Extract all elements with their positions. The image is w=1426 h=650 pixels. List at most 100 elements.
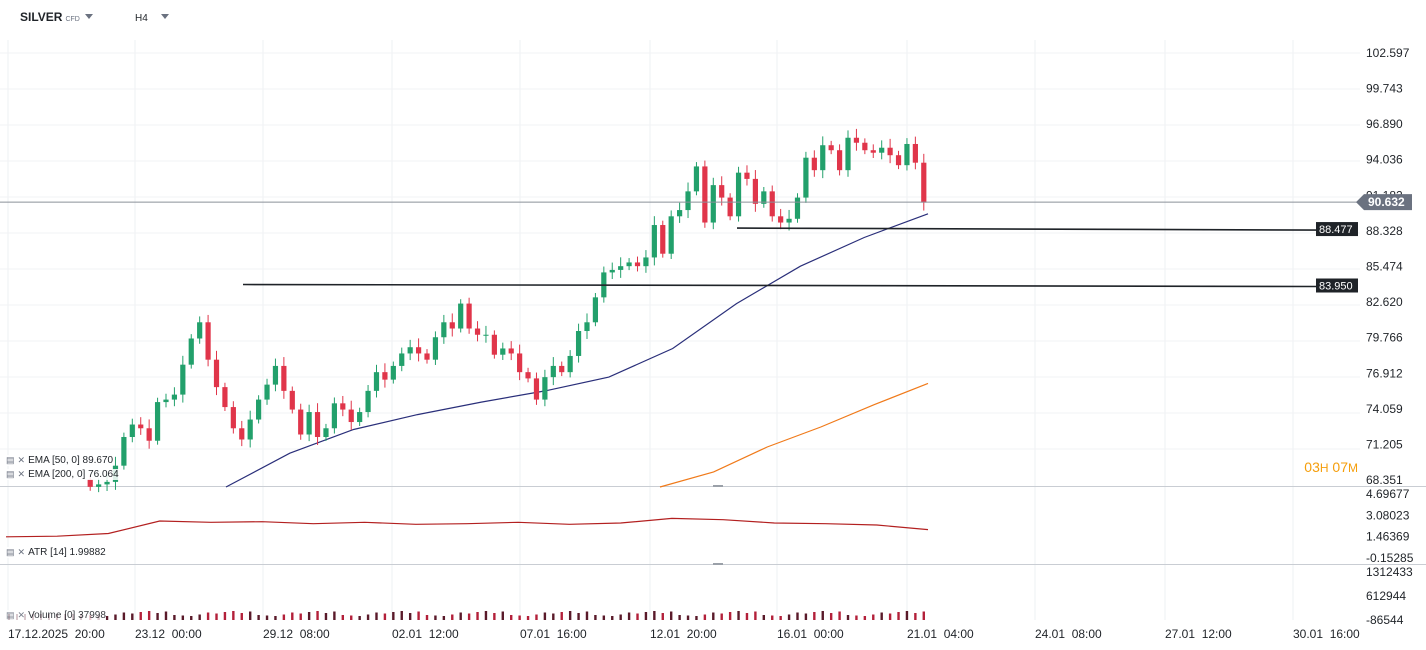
price-axis-label: 76.912: [1366, 366, 1403, 380]
volume-bar: [552, 613, 555, 620]
volume-bar: [922, 611, 925, 620]
time-axis-label: 07.01 16:00: [520, 627, 587, 641]
price-axis-label: 99.743: [1366, 82, 1403, 96]
volume-legend-text: Volume [0] 37998: [28, 610, 106, 621]
price-axis[interactable]: 102.59799.74396.89094.03691.18288.32885.…: [1366, 46, 1410, 487]
candle: [500, 342, 506, 360]
candle: [180, 355, 186, 403]
settings-icon[interactable]: ▤: [6, 455, 15, 465]
volume-bar: [417, 611, 420, 620]
price-axis-label: 79.766: [1366, 331, 1403, 345]
volume-bar: [131, 613, 134, 620]
volume-axis-label: 1312433: [1366, 565, 1413, 579]
settings-icon[interactable]: ▤: [6, 610, 15, 620]
candle: [256, 395, 262, 424]
price-axis-label: 71.205: [1366, 437, 1403, 451]
volume-bar: [375, 612, 378, 620]
volume-bar: [493, 613, 496, 620]
candle: [921, 153, 927, 211]
candle: [298, 403, 304, 440]
level-line-83.950[interactable]: [242, 283, 1317, 288]
volume-bar: [105, 616, 109, 620]
time-axis[interactable]: 17.12.2025 20:00 23.12 00:00 29.12 08:00 02…: [8, 627, 1360, 641]
price-axis-label: 82.620: [1366, 295, 1403, 309]
volume-bar: [686, 615, 690, 620]
volume-legend[interactable]: ▤ ✕ Volume [0] 37998: [6, 610, 106, 621]
candle: [239, 420, 245, 447]
candle: [584, 313, 590, 339]
candle: [769, 185, 775, 222]
candle: [904, 138, 910, 171]
atr-axis-label: 4.69677: [1366, 487, 1410, 501]
volume-bar: [535, 614, 538, 620]
ema200-legend[interactable]: ▤ ✕ EMA [200, 0] 76.064: [6, 469, 119, 480]
volume-bar: [198, 614, 201, 620]
close-icon[interactable]: ✕: [17, 610, 26, 620]
timeframe-selector[interactable]: H4: [135, 13, 148, 24]
candle: [230, 401, 236, 434]
pane-resize-handle-2[interactable]: [713, 563, 723, 565]
settings-icon[interactable]: ▤: [6, 469, 15, 479]
volume-bar: [324, 613, 328, 620]
volume-bar: [114, 614, 117, 620]
volume-bar: [880, 612, 883, 620]
close-icon[interactable]: ✕: [17, 455, 26, 465]
candle: [634, 256, 641, 272]
level-tag: [1316, 278, 1358, 293]
ema50-legend[interactable]: ▤ ✕ EMA [50, 0] 89.670: [6, 455, 114, 466]
vertical-grid: [7, 40, 1294, 620]
candle: [668, 210, 674, 259]
horizontal-grid: [0, 52, 1360, 450]
atr-legend[interactable]: ▤ ✕ ATR [14] 1.99882: [6, 547, 106, 558]
candle: [138, 417, 144, 435]
candle: [390, 361, 396, 384]
volume-bar: [737, 611, 740, 620]
pane-resize-handle-1[interactable]: [713, 485, 723, 487]
candle: [786, 209, 792, 231]
candle: [382, 363, 388, 388]
ema50-line: [225, 213, 929, 488]
horizontal-levels[interactable]: 88.477 83.950: [242, 222, 1358, 293]
countdown-minutes: 07: [1332, 459, 1348, 475]
candle: [895, 150, 902, 170]
volume-bar: [762, 615, 766, 620]
volume-bar: [510, 615, 513, 620]
candle: [365, 385, 371, 418]
pane-separators[interactable]: [0, 485, 1426, 565]
level-tag: [1316, 222, 1358, 237]
atr-axis-label: -0.15285: [1366, 551, 1414, 565]
volume-bar: [240, 613, 243, 620]
volume-bar: [156, 613, 159, 620]
volume-bar: [282, 614, 286, 620]
settings-icon[interactable]: ▤: [6, 547, 15, 557]
candle: [845, 130, 851, 177]
volume-bar: [585, 611, 589, 620]
volume-bar: [173, 615, 176, 620]
symbol-dropdown-chevron-icon[interactable]: [85, 14, 93, 19]
atr-axis: 4.69677 3.08023 1.46369 -0.15285: [1366, 487, 1414, 565]
volume-bar: [728, 612, 732, 620]
candle: [449, 313, 455, 337]
candle: [399, 347, 405, 372]
timeframe-dropdown-chevron-icon[interactable]: [161, 14, 169, 19]
volume-bar: [484, 611, 488, 620]
time-axis-label: 21.01 04:00: [907, 627, 974, 641]
current-price-label: 90.632: [1368, 195, 1405, 209]
volume-bar: [408, 613, 412, 620]
symbol-selector[interactable]: SILVER CFD: [20, 10, 80, 24]
candle: [887, 138, 893, 164]
volume-bar: [855, 615, 858, 620]
volume-bar: [821, 611, 824, 620]
volume-bar: [644, 612, 648, 620]
close-icon[interactable]: ✕: [17, 469, 26, 479]
candle: [828, 140, 834, 155]
ema50-polyline: [225, 213, 929, 488]
countdown-hours-unit: H: [1319, 461, 1329, 475]
close-icon[interactable]: ✕: [17, 547, 26, 557]
volume-bar: [543, 612, 547, 620]
volume-bar: [720, 613, 723, 620]
level-line-88.477[interactable]: [736, 227, 1317, 231]
candle: [778, 208, 784, 230]
time-axis-label: 12.01 20:00: [650, 627, 717, 641]
